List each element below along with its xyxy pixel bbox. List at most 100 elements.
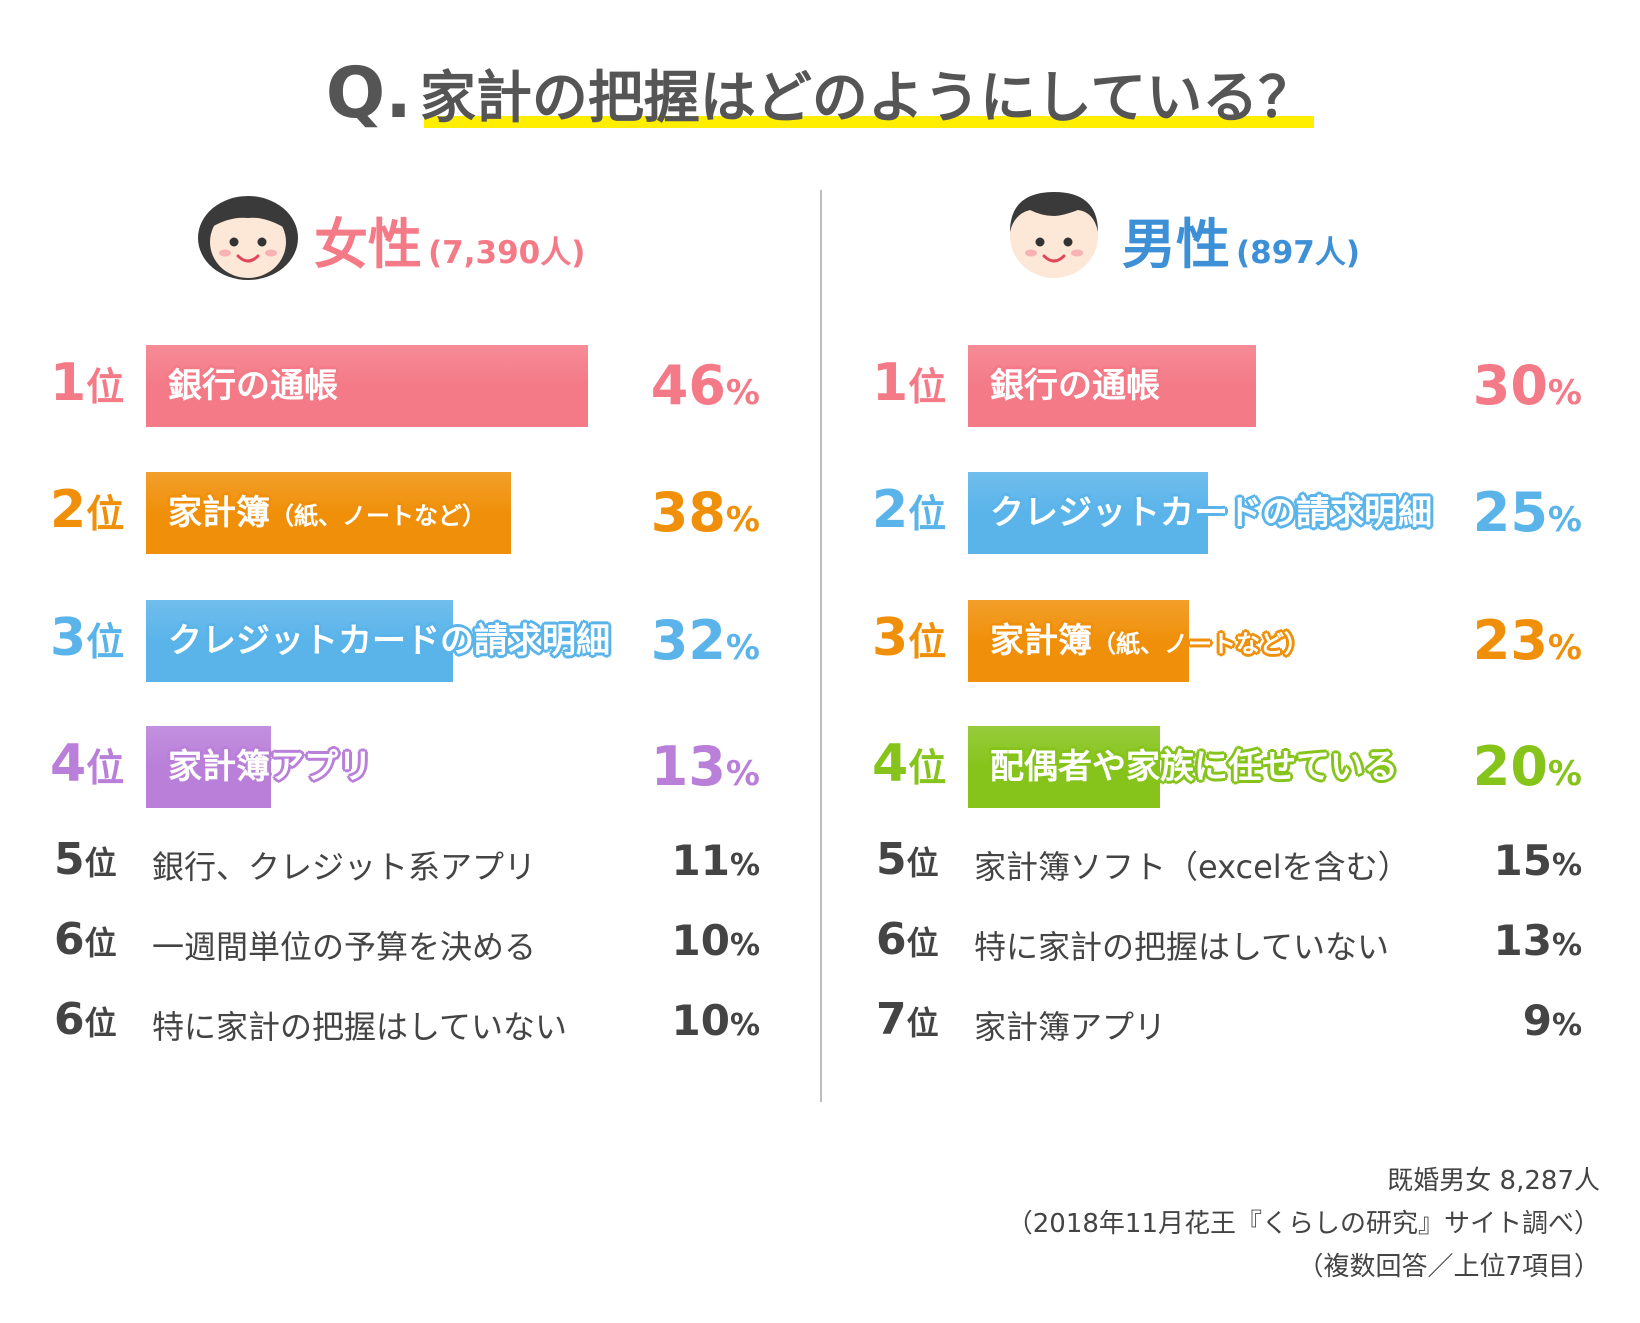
rank-unit: 位 xyxy=(86,620,125,664)
women-item-label-6: 一週間単位の予算を決める xyxy=(152,928,537,966)
men-bar-1 xyxy=(968,345,1256,427)
percent-value: 15 xyxy=(1493,836,1552,885)
footnote-sample: 既婚男女 8,287人 xyxy=(1387,1166,1600,1196)
percent-unit: % xyxy=(725,500,760,540)
percent-value: 10 xyxy=(671,916,730,965)
woman-face-icon xyxy=(198,196,298,280)
women-heading: 女性 (7,390人) xyxy=(314,200,585,279)
percent-value: 46 xyxy=(650,354,726,417)
title-question: 家計の把握はどのようにしている？ xyxy=(419,66,1315,131)
percent-unit: % xyxy=(725,373,760,413)
women-percent-6: 10% xyxy=(671,916,760,965)
rank-unit: 位 xyxy=(908,365,947,409)
men-label: 男性 xyxy=(1122,213,1230,276)
percent-value: 30 xyxy=(1472,354,1548,417)
bar-label-text: 家計簿 xyxy=(168,493,270,533)
women-rank-3: 3位 xyxy=(50,608,124,668)
percent-value: 11 xyxy=(671,836,730,885)
men-item-label-6: 特に家計の把握はしていない xyxy=(974,928,1390,966)
percent-unit: % xyxy=(729,1008,760,1043)
percent-unit: % xyxy=(729,848,760,883)
men-bar-label-2: クレジットカードの請求明細 xyxy=(990,472,1432,554)
percent-value: 20 xyxy=(1472,735,1548,798)
rank-unit: 位 xyxy=(908,492,947,536)
rank-number: 5 xyxy=(54,834,85,885)
bar-label-text: クレジットカードの請求明細 xyxy=(990,493,1432,533)
percent-value: 13 xyxy=(1493,916,1552,965)
bar-label-text: 配偶者や家族に任せている xyxy=(990,747,1398,787)
women-bar-3 xyxy=(146,600,454,682)
title-dot: . xyxy=(385,52,412,134)
women-percent-7: 10% xyxy=(671,996,760,1045)
rank-unit: 位 xyxy=(84,844,117,882)
women-percent-5: 11% xyxy=(671,836,760,885)
women-bar-4 xyxy=(146,726,271,808)
women-item-label-5: 銀行、クレジット系アプリ xyxy=(152,848,537,886)
women-rank-5: 5位 xyxy=(54,834,117,885)
women-rank-2: 2位 xyxy=(50,480,124,540)
bar-label-text: 家計簿 xyxy=(990,621,1092,661)
men-rank-4: 4位 xyxy=(872,734,946,794)
rank-unit: 位 xyxy=(908,746,947,790)
men-rank-3: 3位 xyxy=(872,608,946,668)
footnote-source: （2018年11月花王『くらしの研究』サイト調べ） xyxy=(1006,1209,1600,1239)
rank-number: 5 xyxy=(876,834,907,885)
rank-unit: 位 xyxy=(906,844,939,882)
men-percent-1: 30% xyxy=(1473,345,1582,440)
percent-unit: % xyxy=(1547,754,1582,794)
panel-divider xyxy=(820,190,822,1102)
women-bar-label-3: クレジットカードの請求明細 xyxy=(168,600,610,682)
rank-number: 3 xyxy=(872,608,909,668)
man-face-icon xyxy=(1010,192,1098,278)
percent-value: 9 xyxy=(1522,996,1552,1045)
men-bar-label-3: 家計簿（紙、ノートなど） xyxy=(990,600,1308,682)
rank-number: 4 xyxy=(872,734,909,794)
percent-value: 23 xyxy=(1472,609,1548,672)
percent-value: 25 xyxy=(1472,481,1548,544)
men-count: (897人) xyxy=(1236,235,1361,271)
title-group: Q. 家計の把握はどのようにしている？ xyxy=(325,52,1315,134)
rank-unit: 位 xyxy=(86,492,125,536)
rank-unit: 位 xyxy=(906,1004,939,1042)
percent-unit: % xyxy=(1551,848,1582,883)
bar-label-text: 銀行の通帳 xyxy=(990,366,1160,406)
women-count: (7,390人) xyxy=(428,235,586,271)
men-percent-5: 15% xyxy=(1493,836,1582,885)
women-bar-label-2: 家計簿（紙、ノートなど） xyxy=(168,472,486,554)
bar-label-sub: （紙、ノートなど） xyxy=(270,502,486,530)
women-percent-3: 32% xyxy=(651,600,760,695)
percent-unit: % xyxy=(725,754,760,794)
women-bar-label-4: 家計簿アプリ xyxy=(168,726,372,808)
women-rank-4: 4位 xyxy=(50,734,124,794)
rank-unit: 位 xyxy=(908,620,947,664)
men-item-label-7: 家計簿アプリ xyxy=(974,1008,1167,1046)
rank-number: 7 xyxy=(876,994,907,1045)
rank-unit: 位 xyxy=(84,924,117,962)
women-panel: 女性 (7,390人) 1位 銀行の通帳 46% 2位 家計簿（紙、ノートなど） 38% 3位… xyxy=(50,196,760,1046)
men-percent-6: 13% xyxy=(1493,916,1582,965)
men-bar-label-4: 配偶者や家族に任せている xyxy=(990,726,1398,808)
women-percent-4: 13% xyxy=(651,726,760,821)
rank-number: 6 xyxy=(54,994,85,1045)
women-rank-7: 6位 xyxy=(54,994,117,1045)
percent-value: 13 xyxy=(650,735,726,798)
footnote-note: （複数回答／上位7項目） xyxy=(1297,1252,1600,1282)
percent-unit: % xyxy=(1547,628,1582,668)
men-rank-5: 5位 xyxy=(876,834,939,885)
men-bar-3 xyxy=(968,600,1189,682)
men-bar-4 xyxy=(968,726,1160,808)
title-q-mark: Q xyxy=(325,52,386,134)
percent-value: 32 xyxy=(650,609,726,672)
percent-unit: % xyxy=(1551,1008,1582,1043)
percent-unit: % xyxy=(729,928,760,963)
women-bar-2 xyxy=(146,472,511,554)
men-rank-7: 7位 xyxy=(876,994,939,1045)
bar-label-text: 銀行の通帳 xyxy=(168,366,338,406)
rank-unit: 位 xyxy=(84,1004,117,1042)
rank-unit: 位 xyxy=(86,746,125,790)
percent-value: 38 xyxy=(650,481,726,544)
men-percent-3: 23% xyxy=(1473,600,1582,695)
men-bar-2 xyxy=(968,472,1208,554)
title-highlight xyxy=(423,116,1315,128)
men-percent-2: 25% xyxy=(1473,472,1582,567)
